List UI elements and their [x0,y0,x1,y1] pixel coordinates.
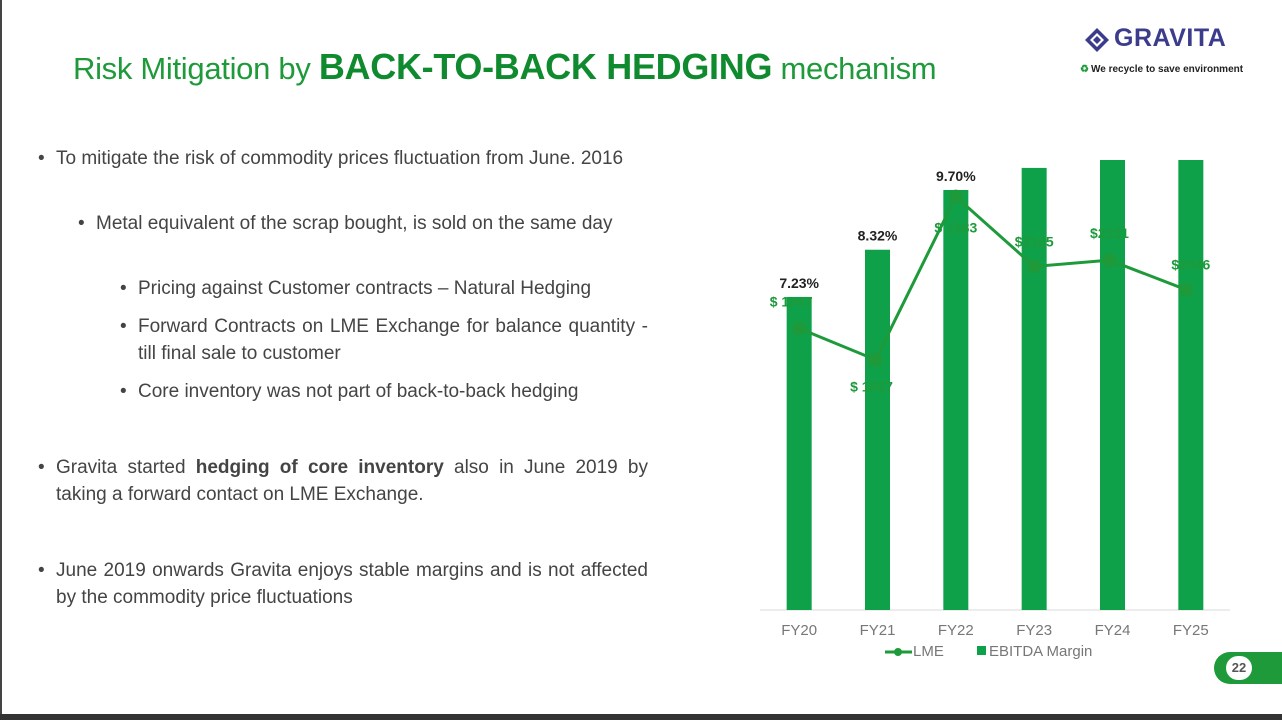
bullet-text: Forward Contracts on LME Exchange for ba… [138,316,648,364]
bar-ebitda-fy20 [786,296,812,610]
title-emphasis: BACK-TO-BACK HEDGING [318,46,773,87]
lme-point-fy25 [1178,282,1193,297]
bullet-marker: • [38,148,45,169]
lme-ebitda-chart: 7.23%8.32%9.70%10.21%10.47%10.43%FY20FY2… [760,160,1230,660]
bullet-text-post: also in June 2019 by taking a forward co… [56,457,648,505]
slide-left-border [0,0,2,720]
x-tick-label: FY22 [938,622,974,639]
x-tick-label: FY25 [1173,622,1209,639]
lme-label: $ 1867 [850,379,893,395]
lme-point-fy23 [1027,259,1042,274]
bullet-marker: • [120,381,127,402]
bullet-item: • Metal equivalent of the scrap bought, i… [78,210,648,237]
x-tick-label: FY23 [1016,622,1052,639]
bar-label: 8.32% [858,228,898,244]
legend-lme-label: LME [913,643,944,660]
bullet-item: • To mitigate the risk of commodity price… [38,145,648,172]
bar-label: 9.70% [936,168,976,184]
bar-ebitda-fy24 [1100,160,1125,611]
bullet-text: To mitigate the risk of commodity prices… [56,148,624,169]
legend-ebitda-label: EBITDA Margin [989,643,1092,660]
x-tick-label: FY21 [860,622,896,639]
bullet-marker: • [120,278,127,299]
title-suffix: mechanism [780,51,937,86]
recycle-icon: ♻ [1080,64,1089,75]
company-logo: GRAVITA ♻ We recycle to save environment [1080,24,1255,84]
lme-point-fy22 [948,189,963,204]
page-number: 22 [1226,656,1252,680]
lme-label: $ 1947 [770,293,813,309]
bar-ebitda-fy25 [1178,160,1204,611]
bullet-text-bold: hedging of core inventory [195,457,444,478]
x-tick-label: FY24 [1095,622,1131,639]
bullet-text: June 2019 onwards Gravita enjoys stable … [56,560,648,608]
title-prefix: Risk Mitigation by [73,51,311,86]
gravita-mark-icon [1085,28,1109,52]
lme-label: $ 2283 [934,220,977,236]
x-tick-label: FY20 [781,622,817,639]
bar-label: 7.23% [779,275,819,291]
bullet-marker: • [38,560,45,581]
bar-label: 10.21% [1010,160,1058,162]
bullet-text: Core inventory was not part of back-to-b… [138,381,579,402]
bullet-text-pre: Gravita started [56,457,186,478]
lme-point-fy24 [1102,253,1117,268]
page-title: Risk Mitigation by BACK-TO-BACK HEDGING … [73,46,937,88]
lme-point-fy21 [868,352,883,367]
bar-ebitda-fy23 [1021,167,1047,611]
lme-label: $2121 [1090,225,1129,241]
bullet-text: Pricing against Customer contracts – Nat… [138,278,592,299]
bar-ebitda-fy21 [865,249,890,610]
bullet-item: • June 2019 onwards Gravita enjoys stable… [38,557,648,611]
lme-label: $2105 [1015,233,1054,249]
bar-ebitda-fy22 [943,189,969,611]
bullet-marker: • [38,457,45,478]
bullet-marker: • [120,316,127,337]
logo-name: GRAVITA [1114,24,1227,52]
bullet-item: • Forward Contracts on LME Exchange for b… [120,313,648,367]
bullet-marker: • [78,213,85,234]
lme-point-fy20 [792,321,807,336]
bullet-item: • Pricing against Customer contracts – Na… [120,275,648,302]
bullet-text: Metal equivalent of the scrap bought, is… [96,213,613,234]
slide-bottom-border [0,714,1282,720]
legend-ebitda-swatch [977,646,986,655]
logo-tagline: ♻ We recycle to save environment [1080,64,1243,75]
lme-line [798,194,1187,362]
logo-tagline-text: We recycle to save environment [1090,64,1244,75]
lme-label: $2046 [1171,257,1210,273]
bullet-item: • Gravita started hedging of core invento… [38,454,648,508]
legend-lme-swatch-dot [894,648,902,656]
bullet-item: • Core inventory was not part of back-to-… [120,378,648,405]
